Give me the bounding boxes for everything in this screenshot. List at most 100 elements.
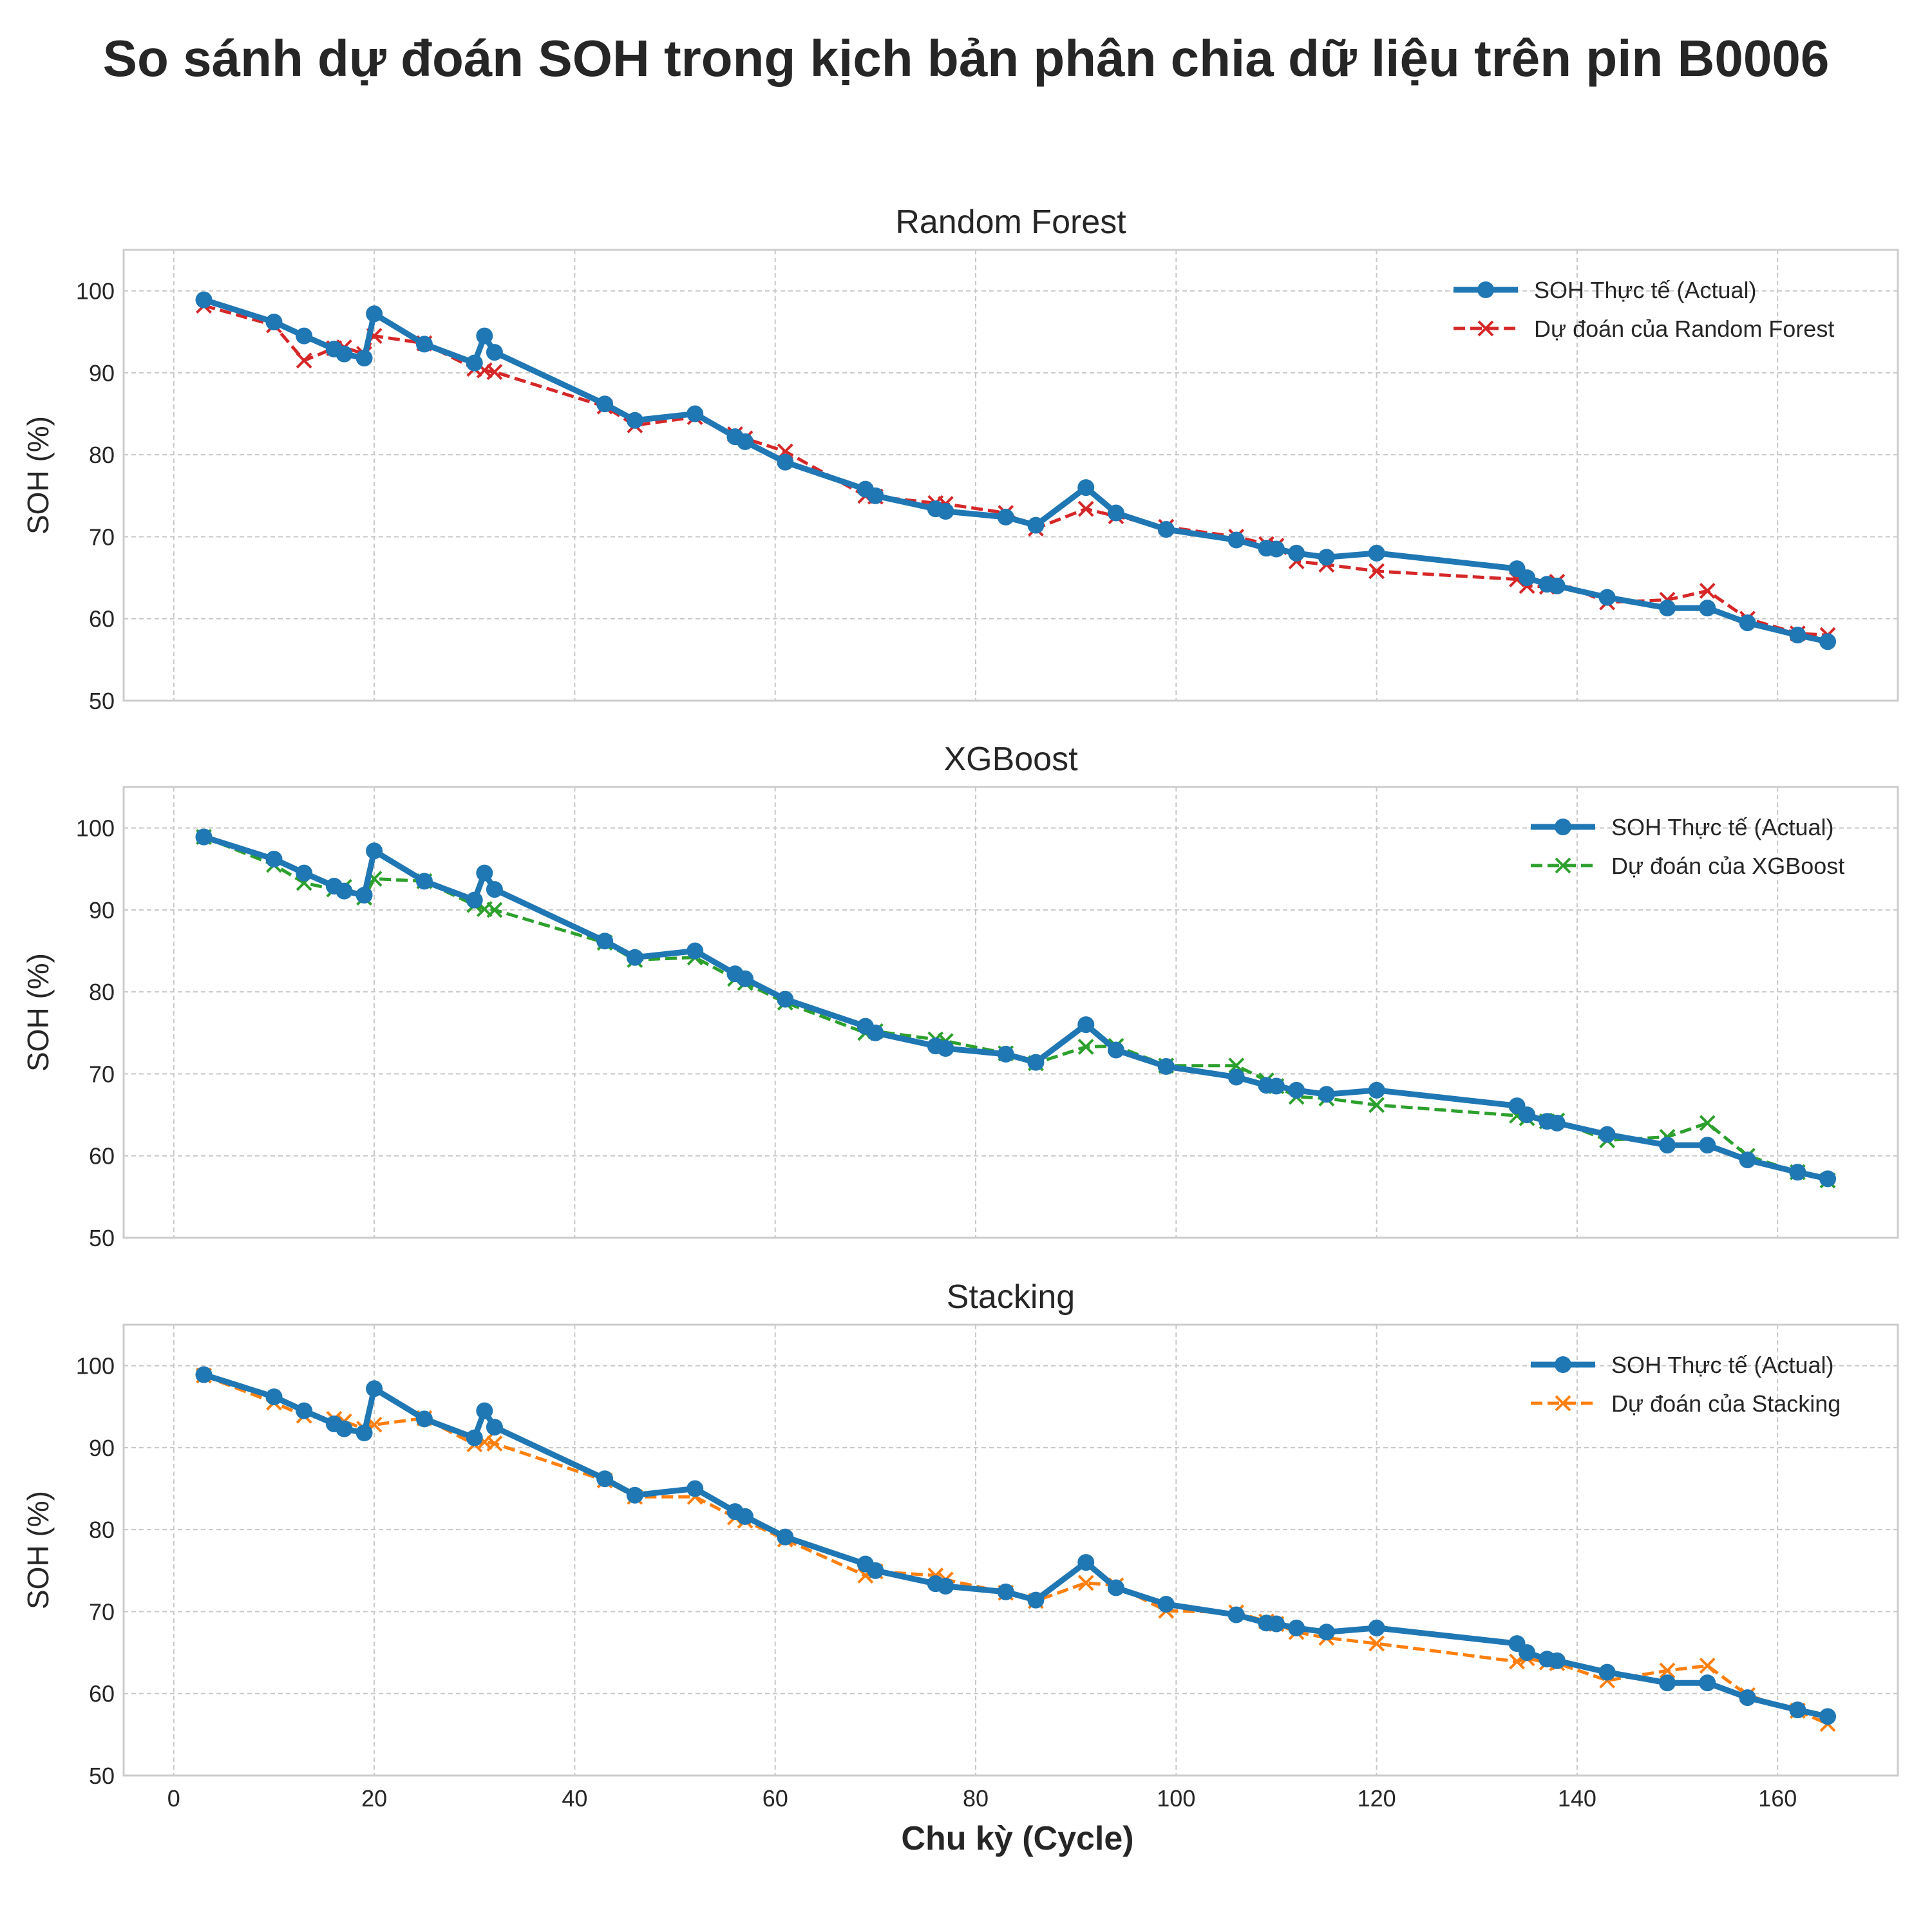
actual-point — [1739, 1151, 1756, 1169]
actual-point — [1789, 1701, 1806, 1719]
actual-point — [1739, 614, 1756, 632]
y-tick-label: 60 — [89, 1681, 115, 1707]
actual-point — [296, 864, 313, 882]
actual-point — [1288, 1619, 1305, 1636]
prediction-point — [1659, 1662, 1676, 1679]
x-tick-label: 160 — [1758, 1785, 1797, 1812]
prediction-point — [486, 1435, 503, 1452]
actual-point — [777, 453, 794, 471]
actual-point — [1318, 1086, 1335, 1103]
plot-frame — [122, 1323, 1899, 1777]
x-axis-label: Chu kỳ (Cycle) — [901, 1820, 1133, 1857]
legend-marker-actual — [1555, 819, 1571, 835]
y-axis-label: SOH (%) — [21, 1491, 55, 1609]
actual-point — [1318, 549, 1335, 566]
x-tick-label: 120 — [1358, 1785, 1396, 1812]
actual-point — [355, 887, 373, 904]
y-tick-label: 50 — [89, 1225, 115, 1251]
actual-point — [1699, 600, 1716, 617]
actual-point — [1368, 544, 1385, 562]
y-tick-label: 100 — [76, 815, 115, 842]
actual-point — [466, 354, 483, 372]
y-tick-label: 50 — [89, 1763, 115, 1789]
actual-point — [737, 1508, 754, 1525]
subplot-title: Random Forest — [895, 204, 1126, 241]
actual-point — [1288, 1081, 1305, 1099]
actual-point — [1267, 1077, 1285, 1095]
actual-point — [1318, 1624, 1335, 1641]
y-tick-label: 80 — [89, 442, 115, 468]
actual-point — [1027, 516, 1045, 534]
legend-label-actual: SOH Thực tế (Actual) — [1611, 814, 1834, 840]
plot-frame — [122, 249, 1899, 702]
actual-point — [1077, 479, 1095, 497]
y-tick-label: 100 — [76, 1353, 115, 1379]
actual-point — [486, 1419, 503, 1436]
y-axis-label: SOH (%) — [21, 953, 55, 1072]
actual-point — [1107, 504, 1124, 522]
actual-point — [336, 345, 353, 363]
actual-point — [737, 433, 754, 450]
actual-point — [366, 305, 383, 323]
actual-point — [265, 314, 283, 330]
actual-point — [687, 405, 704, 422]
series-actual — [195, 291, 1837, 650]
actual-point — [777, 990, 794, 1008]
actual-point — [1819, 633, 1837, 650]
actual-point — [1519, 1106, 1536, 1124]
actual-point — [296, 1402, 313, 1419]
y-tick-label: 60 — [89, 1143, 115, 1170]
actual-point — [1157, 1596, 1175, 1613]
legend-label-prediction: Dự đoán của Stacking — [1611, 1390, 1841, 1417]
actual-point — [195, 828, 213, 846]
actual-point — [867, 1024, 884, 1041]
x-tick-label: 0 — [167, 1785, 180, 1812]
actual-point — [355, 1425, 373, 1441]
actual-point — [1699, 1137, 1716, 1154]
actual-point — [466, 1429, 483, 1446]
actual-point — [336, 882, 353, 900]
plot-frame — [122, 786, 1899, 1239]
prediction-point — [1077, 1039, 1094, 1055]
x-tick-label: 20 — [361, 1785, 387, 1812]
actual-point — [1267, 1615, 1285, 1633]
legend-marker-actual — [1555, 1356, 1571, 1373]
actual-point — [626, 949, 643, 966]
legend: SOH Thực tế (Actual) Dự đoán của XGBoost — [1531, 814, 1844, 879]
subplot-3: Stacking 50 60 70 80 90 100 0 20 40 60 80 100 120 140 1… — [21, 1278, 1899, 1812]
actual-point — [1659, 1674, 1676, 1692]
actual-point — [415, 1410, 433, 1428]
actual-point — [867, 487, 884, 504]
actual-point — [1789, 1164, 1806, 1181]
actual-point — [265, 851, 283, 867]
prediction-point — [1368, 1635, 1385, 1652]
prediction-point — [1077, 500, 1094, 517]
subplot-title: XGBoost — [943, 741, 1078, 778]
y-tick-label: 100 — [76, 278, 115, 305]
actual-point — [195, 291, 213, 308]
y-axis-label: SOH (%) — [21, 416, 55, 535]
actual-point — [777, 1528, 794, 1546]
x-tick-label: 100 — [1157, 1785, 1195, 1812]
actual-point — [1659, 1137, 1676, 1154]
actual-point — [867, 1562, 884, 1579]
legend-marker-prediction — [1555, 1395, 1571, 1412]
actual-point — [1107, 1041, 1124, 1059]
actual-point — [1027, 1591, 1045, 1609]
x-tick-label: 80 — [963, 1785, 989, 1812]
legend-label-actual: SOH Thực tế (Actual) — [1534, 277, 1757, 303]
actual-point — [466, 891, 483, 909]
prediction-point — [1699, 1115, 1716, 1132]
prediction-point — [486, 364, 503, 381]
actual-point — [265, 1388, 283, 1405]
prediction-point — [486, 902, 503, 918]
actual-point — [486, 881, 503, 898]
figure-title: So sánh dự đoán SOH trong kịch bản phân … — [103, 30, 1830, 87]
actual-point — [415, 873, 433, 890]
series-actual — [195, 1366, 1837, 1725]
actual-point — [366, 1380, 383, 1397]
grid-lines — [124, 1325, 1898, 1776]
prediction-point — [1368, 563, 1385, 580]
actual-point — [596, 1470, 614, 1488]
actual-point — [937, 1578, 954, 1595]
